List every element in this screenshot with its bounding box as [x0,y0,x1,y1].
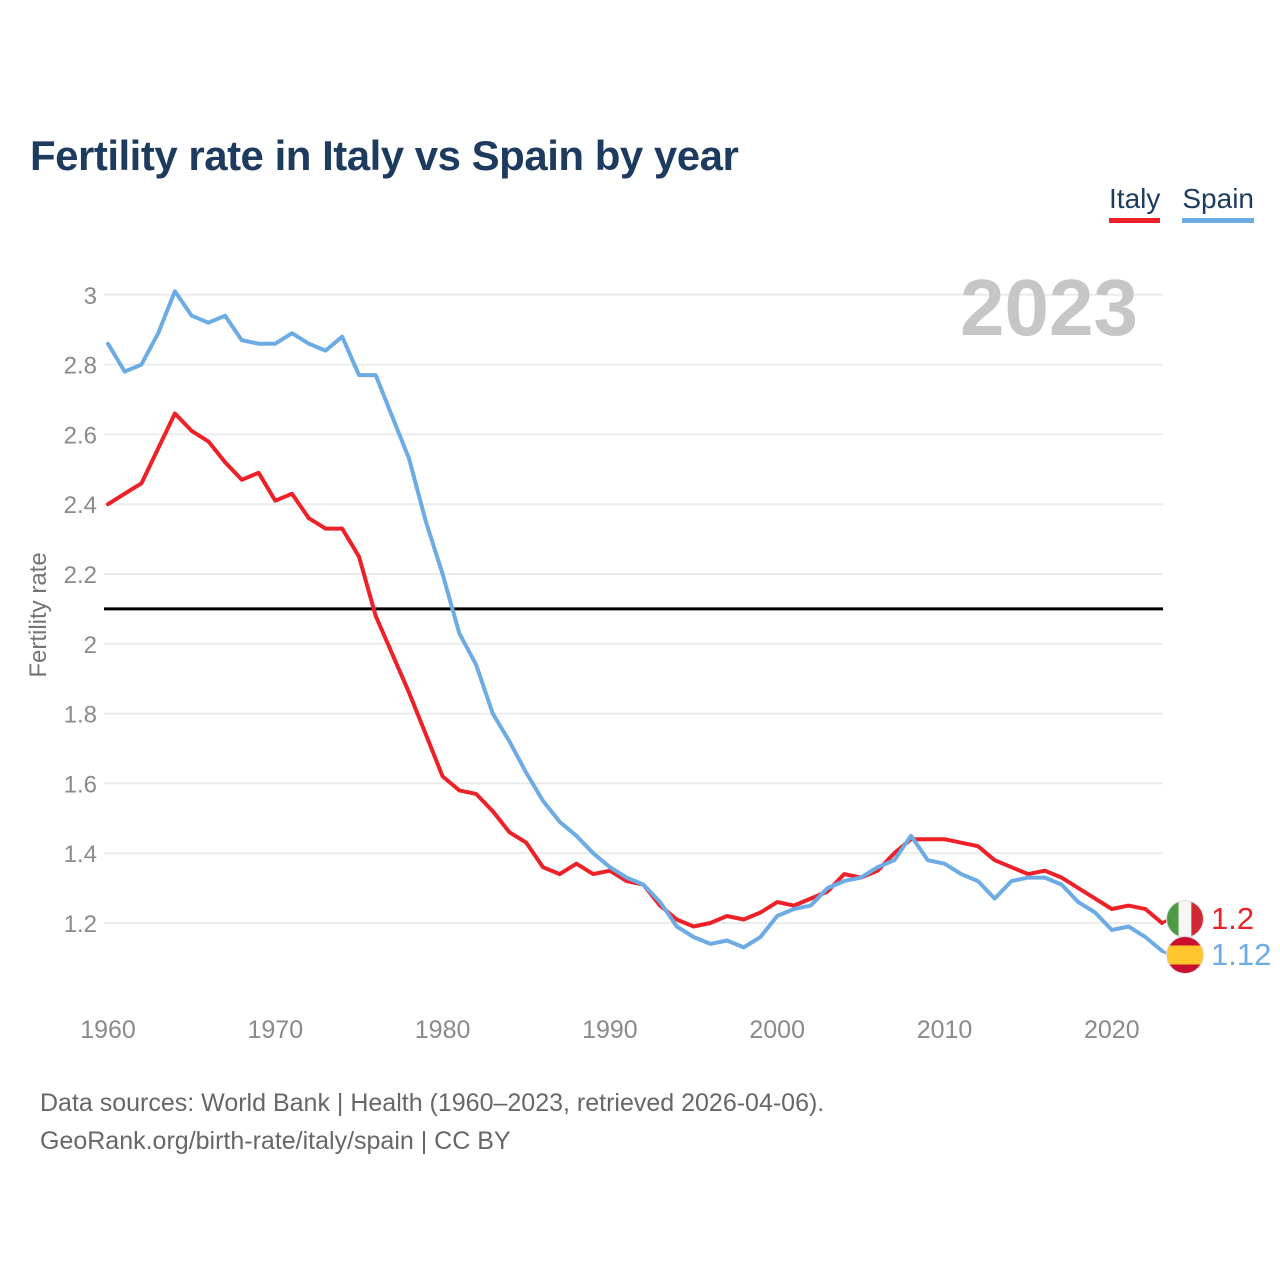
y-tick-label: 1.8 [64,702,97,729]
x-tick-label: 1990 [582,1016,638,1044]
y-tick-label: 2.8 [64,353,97,380]
spain-flag-icon [1166,936,1204,974]
gridlines [104,293,1163,924]
source-attribution: Data sources: World Bank | Health (1960–… [40,1084,824,1160]
spain-line [106,289,1164,953]
legend-item-italy[interactable]: Italy [1109,183,1161,223]
italy-end-value: 1.2 [1211,901,1255,936]
y-tick-label: 1.6 [64,771,97,798]
x-tick-label: 1970 [247,1016,303,1044]
spain-end-value: 1.12 [1211,937,1272,972]
y-tick-label: 1.4 [64,841,97,868]
legend-item-spain[interactable]: Spain [1182,183,1254,223]
y-tick-label: 2.6 [64,422,97,449]
y-tick-label: 2 [84,632,97,659]
italy-line [106,411,1164,929]
italy-flag-icon [1166,900,1204,938]
watermark-year: 2023 [960,263,1138,352]
legend: Italy Spain [1109,183,1254,223]
x-tick-label: 2020 [1084,1016,1140,1044]
x-tick-label: 1960 [80,1016,136,1044]
x-tick-label: 2010 [917,1016,973,1044]
y-axis-title: Fertility rate [25,552,52,677]
data-source-line: Data sources: World Bank | Health (1960–… [40,1089,825,1117]
page-title: Fertility rate in Italy vs Spain by year [30,132,739,180]
x-tick-label: 2000 [749,1016,805,1044]
italy-end-label-row: 1.2 [1166,900,1254,938]
x-tick-label: 1980 [415,1016,471,1044]
y-tick-label: 3 [84,283,97,310]
y-tick-label: 2.4 [64,492,97,519]
spain-end-label-row: 1.12 [1166,936,1271,974]
y-tick-label: 1.2 [64,911,97,938]
y-tick-label: 2.2 [64,562,97,589]
license-line: GeoRank.org/birth-rate/italy/spain | CC … [40,1127,511,1155]
